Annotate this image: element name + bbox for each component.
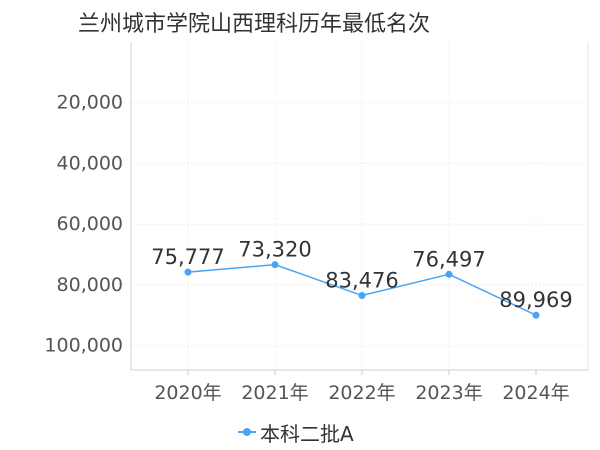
data-label: 75,777 <box>151 245 224 269</box>
data-label: 73,320 <box>238 238 311 262</box>
legend[interactable]: 本科二批A <box>238 419 354 446</box>
legend-marker-icon <box>238 426 256 438</box>
data-label: 83,476 <box>325 269 398 293</box>
data-point <box>184 268 192 276</box>
y-tick-label: 40,000 <box>57 152 123 174</box>
data-point <box>445 270 453 278</box>
data-point <box>358 292 366 300</box>
y-tick-label: 20,000 <box>57 92 123 114</box>
x-tick-label: 2024年 <box>502 382 569 404</box>
x-tick-label: 2023年 <box>415 382 482 404</box>
x-tick-label: 2021年 <box>241 382 308 404</box>
axes: 20,000 40,000 60,000 80,000 100,000 2020年 2021… <box>44 42 589 404</box>
data-labels: 75,777 73,320 83,476 76,497 89,969 <box>151 238 572 313</box>
data-label: 76,497 <box>412 247 485 271</box>
data-point <box>271 261 279 269</box>
y-tick-label: 60,000 <box>57 213 123 235</box>
x-tick-label: 2022年 <box>328 382 395 404</box>
series-layer <box>184 261 540 319</box>
x-tick-label: 2020年 <box>154 382 221 404</box>
grid-lines <box>131 42 588 370</box>
data-point <box>532 311 540 319</box>
y-tick-label: 80,000 <box>57 274 123 296</box>
legend-label: 本科二批A <box>260 421 354 446</box>
chart-title: 兰州城市学院山西理科历年最低名次 <box>78 12 431 37</box>
data-label: 89,969 <box>499 288 572 312</box>
y-tick-label: 100,000 <box>44 335 123 357</box>
